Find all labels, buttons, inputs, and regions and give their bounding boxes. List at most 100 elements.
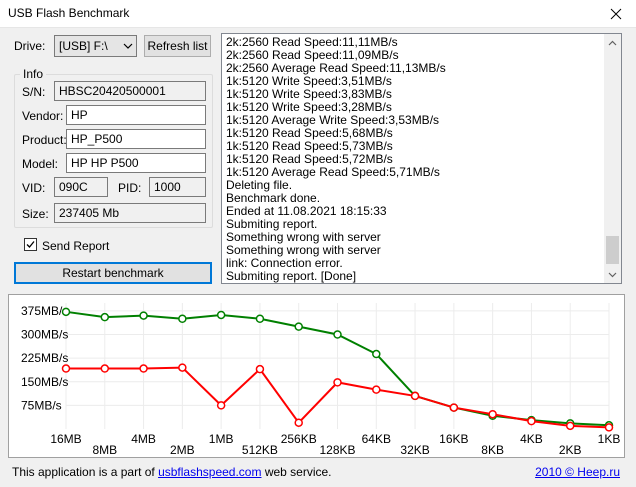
data-point — [488, 409, 497, 419]
y-tick-label: 75MB/s — [21, 398, 62, 412]
close-icon — [610, 8, 622, 20]
speed-chart: 375MB/s 300MB/s 225MB/s 150MB/s 75MB/s 16MB 8M… — [8, 294, 625, 458]
x-tick-label: 1MB — [209, 432, 234, 446]
data-point — [333, 378, 342, 387]
x-tick-label: 8MB — [92, 443, 117, 457]
log-line: 1k:5120 Write Speed:3,28MB/s — [226, 100, 392, 114]
y-tick-label: 300MB/s — [21, 328, 68, 342]
pid-field[interactable]: 1000 — [149, 177, 206, 197]
send-report-checkbox[interactable] — [24, 238, 37, 251]
log-line: Something wrong with server — [226, 230, 381, 244]
data-point — [527, 416, 536, 426]
vid-label: VID: — [22, 181, 46, 195]
info-group — [14, 74, 213, 228]
copyright-link[interactable]: 2010 © Heep.ru — [535, 465, 620, 479]
drive-label: Drive: — [14, 39, 46, 53]
scroll-down-button[interactable] — [604, 266, 621, 283]
data-point — [449, 403, 459, 412]
close-button[interactable] — [596, 0, 636, 28]
data-point — [216, 401, 226, 410]
x-tick-label: 2MB — [170, 443, 195, 457]
log-line: Benchmark done. — [226, 191, 321, 205]
window-title: USB Flash Benchmark — [8, 6, 130, 20]
chevron-down-icon — [123, 40, 133, 54]
y-tick-label: 150MB/s — [21, 375, 68, 389]
log-line: Deleting file. — [226, 178, 293, 192]
x-tick-label: 16MB — [50, 432, 81, 446]
product-label: Product: — [22, 133, 67, 147]
log-line: 1k:5120 Write Speed:3,51MB/s — [226, 74, 392, 88]
x-tick-label: 1KB — [598, 432, 621, 446]
data-point — [100, 312, 110, 322]
drive-select[interactable]: [USB] F:\ — [54, 35, 137, 57]
product-field[interactable]: HP_P500 — [66, 129, 206, 149]
x-tick-label: 8KB — [481, 443, 504, 457]
footer-suffix: web service. — [261, 465, 332, 479]
data-point — [139, 311, 148, 320]
log-line: 1k:5120 Read Speed:5,72MB/s — [226, 152, 393, 166]
data-point — [178, 363, 187, 372]
chevron-down-icon — [608, 272, 617, 277]
info-group-title: Info — [20, 67, 47, 81]
data-point — [604, 423, 614, 432]
log-line: 1k:5120 Write Speed:3,83MB/s — [226, 87, 392, 101]
log-scrollbar[interactable] — [604, 34, 621, 283]
data-point — [255, 314, 265, 323]
scroll-thumb[interactable] — [606, 236, 619, 264]
log-textbox[interactable]: 2k:2560 Read Speed:11,11MB/s 2k:2560 Read… — [221, 33, 622, 284]
data-point — [100, 364, 110, 373]
y-tick-label: 225MB/s — [21, 351, 68, 365]
log-line: 2k:2560 Read Speed:11,09MB/s — [226, 48, 399, 62]
vid-field[interactable]: 090C — [54, 177, 108, 197]
title-bar: USB Flash Benchmark — [0, 0, 636, 28]
sn-label: S/N: — [22, 85, 46, 99]
chevron-up-icon — [608, 40, 617, 45]
speed-chart-svg: 375MB/s 300MB/s 225MB/s 150MB/s 75MB/s 16MB 8M… — [21, 303, 621, 457]
x-tick-label: 32KB — [400, 443, 429, 457]
footer-prefix: This application is a part of — [12, 465, 159, 479]
x-tick-label: 16KB — [439, 432, 468, 446]
x-tick-label: 512KB — [242, 443, 278, 457]
log-line: Submiting report. [Done] — [226, 269, 357, 283]
data-point — [372, 349, 381, 359]
restart-benchmark-button[interactable]: Restart benchmark — [14, 262, 212, 284]
log-line: 1k:5120 Read Speed:5,68MB/s — [226, 126, 393, 140]
log-line: 2k:2560 Average Read Speed:11,13MB/s — [226, 61, 446, 75]
send-report-label[interactable]: Send Report — [42, 239, 110, 253]
x-tick-label: 128KB — [319, 443, 355, 457]
data-point — [333, 330, 342, 339]
data-point — [410, 391, 420, 401]
log-line: 1k:5120 Average Read Speed:5,71MB/s — [226, 165, 440, 179]
data-point — [61, 364, 71, 373]
size-field[interactable]: 237405 Mb — [54, 203, 206, 223]
x-tick-label: 2KB — [559, 443, 582, 457]
vendor-label: Vendor: — [22, 109, 64, 123]
pid-label: PID: — [118, 181, 142, 195]
data-point — [255, 364, 265, 374]
model-label: Model: — [22, 157, 59, 171]
x-tick-label: 4MB — [131, 432, 156, 446]
website-link[interactable]: usbflashspeed.com — [158, 465, 262, 479]
drive-select-value: [USB] F:\ — [59, 39, 108, 53]
checkmark-icon — [26, 241, 35, 248]
refresh-list-button[interactable]: Refresh list — [144, 35, 211, 57]
log-line: Submiting report. — [226, 217, 318, 231]
data-point — [61, 307, 71, 317]
log-lines: 2k:2560 Read Speed:11,11MB/s 2k:2560 Read… — [226, 36, 446, 283]
log-line: link: Connection error. — [226, 256, 343, 270]
log-line: Ended at 11.08.2021 18:15:33 — [226, 204, 387, 218]
y-tick-label: 375MB/s — [21, 304, 68, 318]
log-line: 1k:5120 Read Speed:5,73MB/s — [226, 139, 393, 153]
data-point — [216, 310, 226, 320]
x-tick-label: 256KB — [281, 432, 317, 446]
vendor-field[interactable]: HP — [66, 105, 206, 125]
data-point — [372, 385, 381, 394]
model-field[interactable]: HP HP P500 — [66, 153, 206, 173]
log-line: 1k:5120 Average Write Speed:3,53MB/s — [226, 113, 440, 127]
scroll-up-button[interactable] — [604, 34, 621, 51]
sn-field[interactable]: HBSC20420500001 — [54, 81, 206, 101]
size-label: Size: — [22, 207, 49, 221]
data-point — [294, 322, 303, 331]
x-tick-label: 64KB — [362, 432, 391, 446]
data-point — [178, 314, 187, 323]
